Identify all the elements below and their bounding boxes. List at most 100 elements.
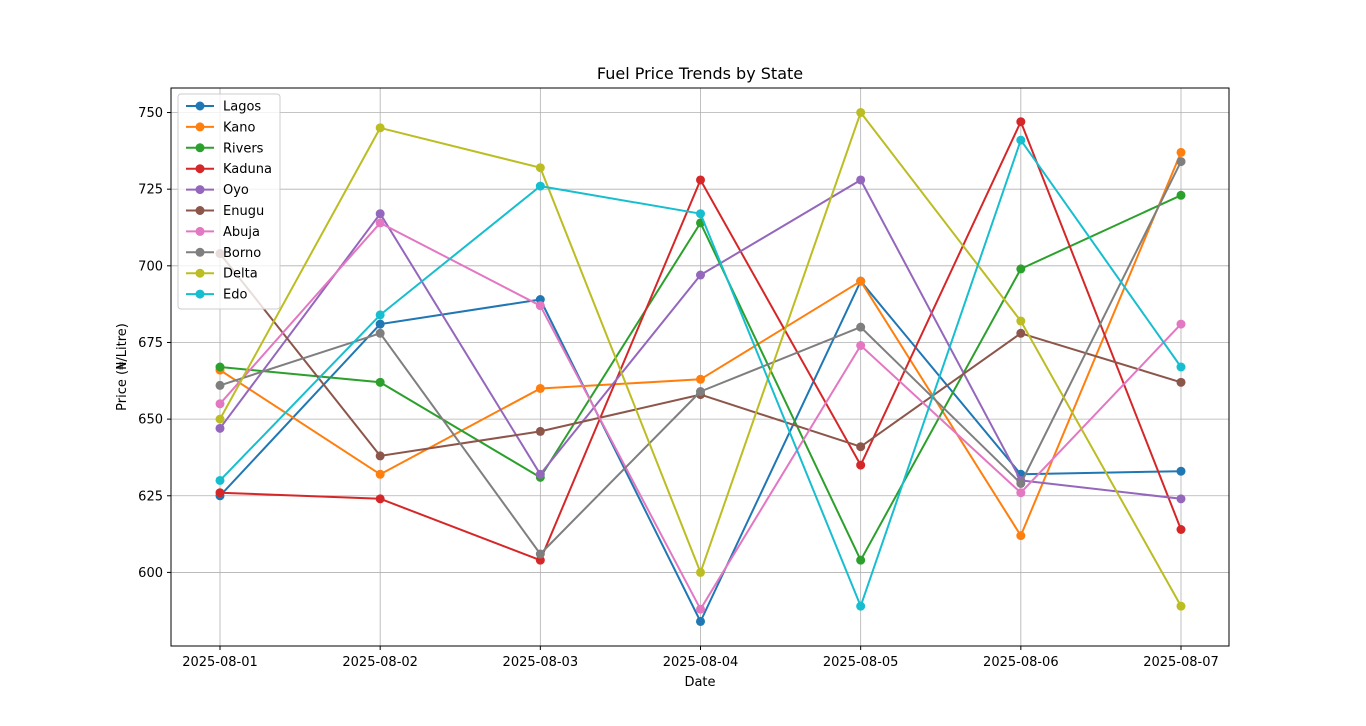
series-abuja — [215, 218, 1186, 614]
data-point-kaduna — [1176, 524, 1186, 534]
data-point-oyo — [856, 175, 866, 185]
data-point-kano — [1176, 147, 1186, 157]
legend-item-lagos: Lagos — [186, 100, 261, 115]
data-point-abuja — [375, 218, 385, 228]
data-point-oyo — [215, 423, 225, 433]
data-point-delta — [856, 108, 866, 118]
data-point-kano — [375, 469, 385, 479]
data-point-borno — [535, 549, 545, 559]
y-tick-label: 700 — [138, 259, 163, 274]
legend-item-kano: Kano — [186, 120, 256, 135]
data-point-edo — [696, 209, 705, 219]
data-point-oyo — [375, 209, 385, 219]
legend-label: Enugu — [223, 204, 264, 219]
x-tick-label: 2025-08-04 — [663, 655, 739, 670]
data-point-oyo — [696, 270, 705, 280]
x-tick-label: 2025-08-06 — [983, 655, 1059, 670]
data-point-abuja — [696, 604, 705, 614]
data-point-delta — [1176, 601, 1186, 611]
data-point-kano — [696, 374, 705, 384]
legend-item-delta: Delta — [186, 267, 258, 282]
data-point-delta — [215, 414, 225, 424]
legend-label: Borno — [223, 246, 261, 261]
data-point-abuja — [856, 341, 866, 351]
data-point-borno — [215, 380, 225, 390]
legend-marker — [195, 143, 205, 153]
data-point-delta — [535, 163, 545, 173]
data-point-kano — [535, 383, 545, 393]
data-point-edo — [856, 601, 866, 611]
data-point-abuja — [1016, 488, 1026, 498]
data-point-abuja — [215, 399, 225, 409]
data-point-delta — [696, 567, 705, 577]
x-tick-label: 2025-08-03 — [503, 655, 579, 670]
x-axis-label: Date — [684, 675, 715, 690]
data-point-rivers — [215, 362, 225, 372]
data-point-borno — [375, 328, 385, 338]
data-point-lagos — [696, 616, 705, 626]
legend-marker — [195, 101, 205, 111]
legend-label: Delta — [223, 267, 258, 282]
legend-item-edo: Edo — [186, 288, 247, 303]
series-kano — [215, 147, 1186, 541]
data-point-kano — [1016, 531, 1026, 541]
data-point-abuja — [535, 301, 545, 311]
legend-label: Lagos — [223, 100, 261, 115]
data-point-delta — [1016, 316, 1026, 326]
x-tick-label: 2025-08-05 — [823, 655, 899, 670]
chart-title: Fuel Price Trends by State — [597, 64, 803, 83]
legend-item-kaduna: Kaduna — [186, 162, 272, 177]
data-point-rivers — [856, 555, 866, 565]
legend-item-abuja: Abuja — [186, 225, 260, 240]
data-point-kaduna — [215, 488, 225, 498]
legend-marker — [195, 268, 205, 278]
data-point-kaduna — [856, 460, 866, 470]
data-point-rivers — [1016, 264, 1026, 274]
series-delta — [215, 108, 1186, 611]
data-point-rivers — [375, 377, 385, 387]
legend-marker — [195, 289, 205, 299]
data-point-edo — [535, 181, 545, 191]
y-tick-label: 600 — [138, 566, 163, 581]
legend-label: Abuja — [223, 225, 260, 240]
data-point-enugu — [856, 442, 866, 452]
legend-item-oyo: Oyo — [186, 183, 249, 198]
data-point-kano — [856, 276, 866, 286]
y-axis-label: Price (₦/Litre) — [115, 323, 130, 411]
data-point-edo — [1016, 135, 1026, 145]
data-point-kaduna — [375, 494, 385, 504]
legend-marker — [195, 185, 205, 195]
data-point-oyo — [535, 469, 545, 479]
data-point-kaduna — [1016, 117, 1026, 127]
legend: Lagos Kano Rivers Kaduna Oyo Enugu Abuja Borno D… — [177, 93, 281, 310]
legend-label: Edo — [223, 288, 247, 303]
data-point-kaduna — [696, 175, 705, 185]
legend-item-enugu: Enugu — [186, 204, 264, 219]
data-point-borno — [856, 322, 866, 332]
data-point-abuja — [1176, 319, 1186, 329]
data-point-oyo — [1176, 494, 1186, 504]
data-point-borno — [1016, 479, 1026, 489]
legend-item-borno: Borno — [186, 246, 261, 261]
data-point-enugu — [1176, 377, 1186, 387]
x-tick-label: 2025-08-07 — [1143, 655, 1219, 670]
data-point-borno — [696, 387, 705, 397]
legend-label: Rivers — [223, 141, 264, 156]
data-point-edo — [215, 475, 225, 485]
x-tick-label: 2025-08-02 — [342, 655, 418, 670]
data-point-lagos — [375, 319, 385, 329]
y-tick-label: 675 — [138, 336, 163, 351]
series-lines — [215, 108, 1186, 626]
legend-label: Kano — [223, 120, 256, 135]
y-tick-label: 625 — [138, 489, 163, 504]
y-tick-label: 725 — [138, 183, 163, 198]
legend-label: Kaduna — [223, 162, 272, 177]
data-point-enugu — [535, 426, 545, 436]
y-tick-label: 750 — [138, 106, 163, 121]
y-tick-label: 650 — [138, 413, 163, 428]
x-tick-label: 2025-08-01 — [182, 655, 258, 670]
data-point-lagos — [1176, 466, 1186, 476]
legend-item-rivers: Rivers — [186, 141, 264, 156]
series-edo — [215, 135, 1186, 611]
series-borno — [215, 157, 1186, 559]
